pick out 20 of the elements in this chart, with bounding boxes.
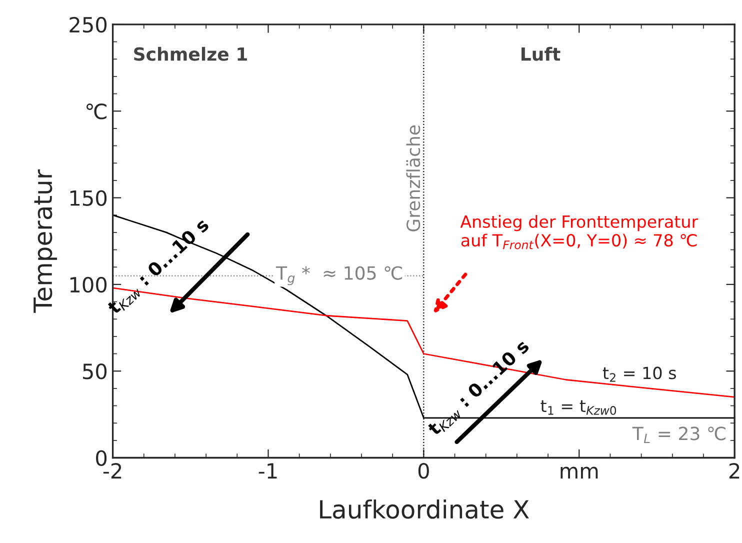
x-tick-label: -1 <box>258 463 277 478</box>
x-tick-label: mm <box>560 466 598 478</box>
x-tick-label: 2 <box>729 462 740 478</box>
y-tick-label: 100 <box>70 276 107 293</box>
ref-line-label: T$_{g}$ * ≈ 105 ℃ <box>276 266 402 286</box>
ref-line-label: Grenzfläche <box>406 125 420 232</box>
y-tick-label: 250 <box>70 16 107 33</box>
annotation: t$_{Kzw}$ : 0...10 s <box>106 217 212 317</box>
y-axis-title: Temperatur <box>34 169 58 313</box>
series-label: t$_{1}$ = t$_{Kzw0}$ <box>540 400 616 415</box>
x-tick-label: 0 <box>418 462 429 479</box>
y-tick-label: 50 <box>83 364 107 380</box>
annotation: Schmelze 1 <box>134 46 247 61</box>
annotation: T$_{L}$ = 23 ℃ <box>632 426 726 444</box>
annotation: Anstieg der Fronttemperatur auf T$_{Front}$(X=0, Y=0) ≈ 78 ℃ <box>460 215 698 250</box>
y-tick-label: ℃ <box>86 104 106 120</box>
series-label: t$_{2}$ = 10 s <box>602 366 676 382</box>
x-axis-title: Laufkoordinate X <box>320 499 529 519</box>
annotation: Luft <box>522 46 560 61</box>
y-tick-label: 150 <box>70 190 107 206</box>
